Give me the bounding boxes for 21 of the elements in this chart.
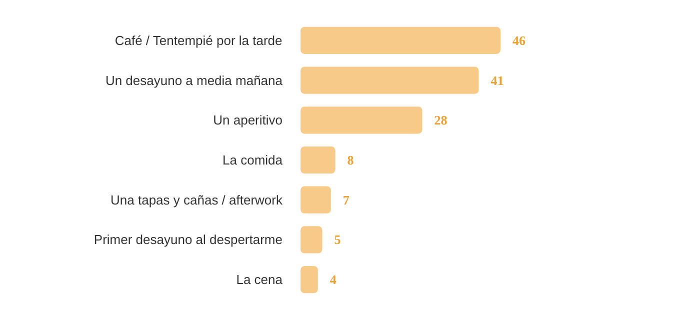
y-tick-label: Café / Tentempié por la tarde	[114, 32, 282, 48]
bar	[300, 226, 322, 254]
data-label: 8	[347, 152, 354, 168]
y-tick-label: Un desayuno a media mañana	[105, 72, 284, 88]
y-tick-label: La cena	[236, 272, 284, 288]
data-label: 28	[434, 112, 448, 128]
data-label: 5	[334, 232, 342, 248]
data-label: 41	[490, 72, 504, 88]
bar	[300, 26, 500, 54]
bar	[300, 146, 336, 174]
data-label: 46	[512, 32, 526, 48]
y-tick-label: Una tapas y cañas / afterwork	[110, 192, 283, 208]
bar	[300, 66, 479, 94]
bar	[300, 186, 331, 214]
data-label: 4	[330, 272, 337, 288]
y-tick-label: La comida	[222, 152, 284, 168]
y-tick-label: Un aperitivo	[213, 112, 283, 128]
bar	[300, 266, 318, 294]
y-tick-label: Primer desayuno al despertarme	[94, 232, 283, 248]
data-label: 7	[342, 192, 350, 208]
bar	[300, 106, 422, 134]
